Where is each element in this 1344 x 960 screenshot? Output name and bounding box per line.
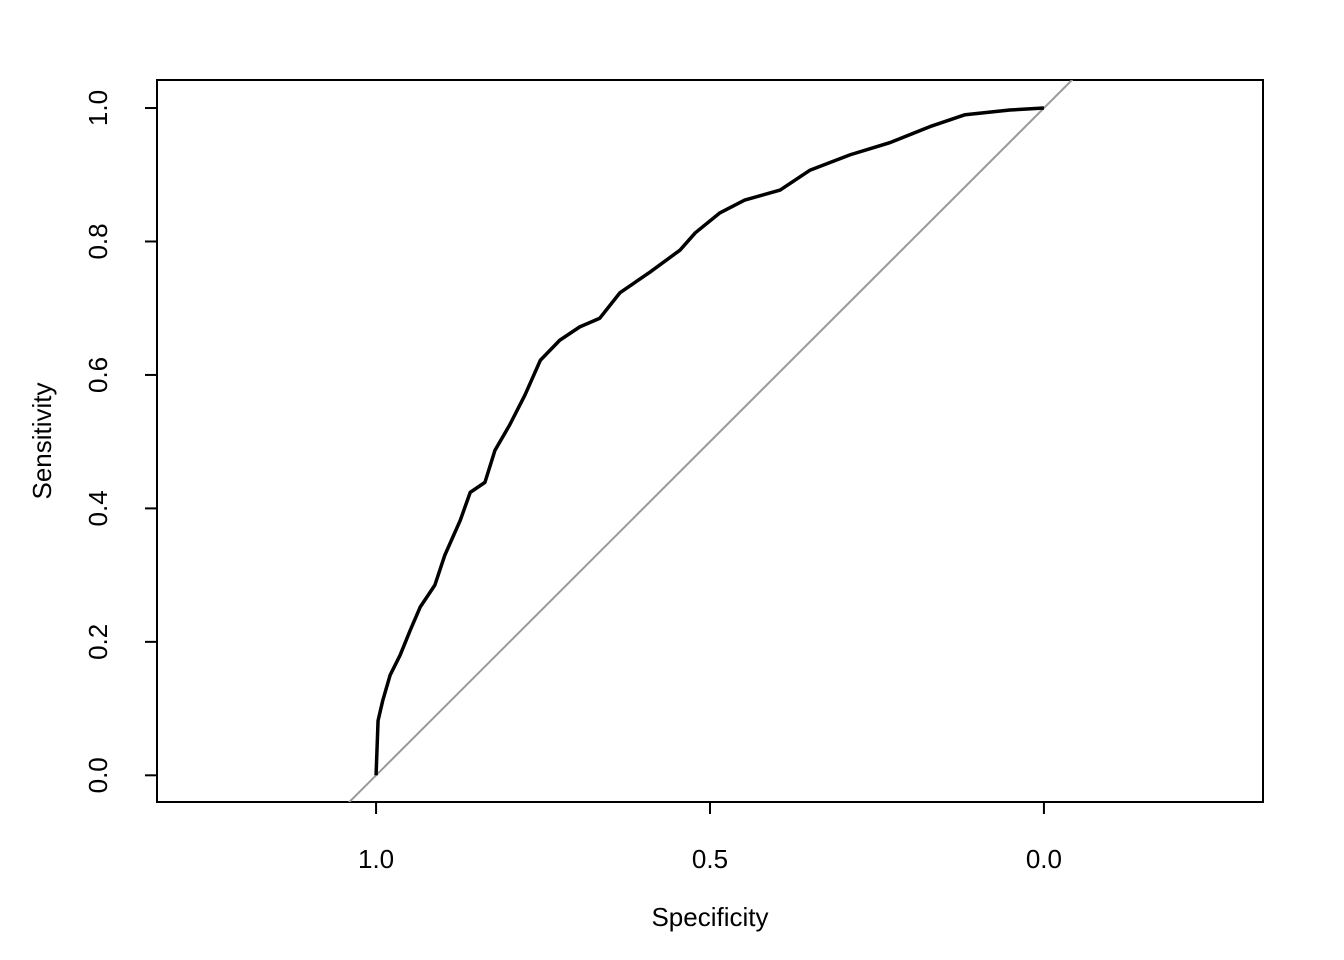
y-tick-label: 0.6 [83, 357, 113, 393]
y-tick-label: 0.2 [83, 624, 113, 660]
y-tick-label: 1.0 [83, 90, 113, 126]
y-tick-label: 0.4 [83, 490, 113, 526]
y-axis-label: Sensitivity [27, 382, 57, 499]
x-tick-label: 0.0 [1026, 844, 1062, 874]
x-tick-label: 1.0 [358, 844, 394, 874]
roc-curve [374, 106, 1045, 776]
y-tick-label: 0.8 [83, 223, 113, 259]
y-tick-label: 0.0 [83, 757, 113, 793]
reference-diagonal [347, 80, 1074, 802]
x-axis-label: Specificity [651, 902, 768, 932]
x-tick-label: 0.5 [692, 844, 728, 874]
